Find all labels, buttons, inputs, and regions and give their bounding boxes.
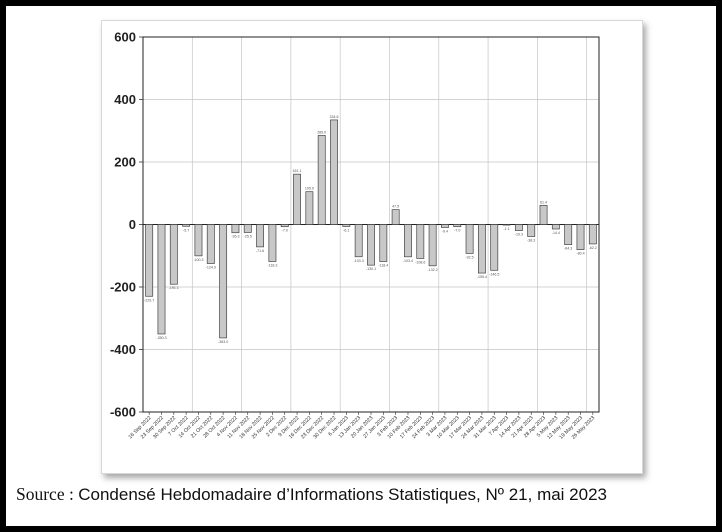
bar (441, 224, 449, 228)
bar (169, 224, 178, 285)
bar (379, 224, 388, 262)
y-tick-label: -200 (110, 280, 136, 295)
y-tick-label: -600 (110, 405, 136, 420)
bar (219, 224, 228, 339)
data-label: 61.4 (540, 200, 547, 204)
plot-border (142, 36, 600, 413)
bar (206, 224, 215, 264)
bar (416, 224, 425, 259)
y-tick-label: 400 (114, 92, 136, 107)
figure-frame: 600 400 200 0 -200 -400 -600 -229.7 16 Sep 2022-… (6, 6, 716, 526)
data-label: -100.3 (193, 258, 203, 262)
data-label: -7.0 (454, 229, 460, 233)
bar (477, 224, 486, 274)
data-label: -92.5 (465, 255, 473, 259)
bar (539, 204, 548, 225)
data-label: 47.5 (392, 205, 399, 209)
data-label: -5.7 (183, 228, 189, 232)
bar (243, 224, 252, 233)
bar (404, 224, 412, 258)
data-label: -103.3 (354, 259, 364, 263)
bar (490, 224, 499, 271)
data-label: -1.1 (503, 227, 509, 231)
bar (576, 224, 585, 250)
data-label: -62.2 (589, 246, 597, 250)
bar (268, 224, 277, 262)
y-tick-label: -400 (110, 342, 136, 357)
data-label: -229.7 (144, 298, 154, 302)
data-label: -118.3 (267, 263, 277, 267)
y-tick-label: 200 (114, 155, 136, 170)
bar (317, 135, 326, 225)
data-label: -191.1 (169, 286, 179, 290)
bar (502, 224, 511, 226)
data-label: -25.5 (244, 234, 252, 238)
data-label: -155.4 (477, 275, 487, 279)
data-label: -80.4 (576, 252, 584, 256)
source-caption: Source : Condensé Hebdomadaire d’Informa… (16, 484, 716, 505)
data-label: -350.3 (156, 336, 166, 340)
data-label: -64.3 (564, 247, 572, 251)
bar (145, 224, 154, 297)
data-label: -9.4 (442, 229, 448, 233)
data-label: -146.5 (489, 272, 499, 276)
bar (182, 224, 191, 227)
bar (354, 224, 363, 258)
data-label: -363.0 (218, 340, 228, 344)
bar (231, 224, 240, 234)
bar (330, 119, 338, 225)
data-label: -38.3 (527, 238, 535, 242)
bar (157, 224, 166, 335)
data-label: -108.6 (415, 260, 425, 264)
data-label: -130.1 (366, 267, 376, 271)
y-tick-label: 0 (129, 217, 136, 232)
data-label: -26.3 (231, 235, 239, 239)
source-text: Condensé Hebdomadaire d’Informations Sta… (78, 485, 608, 504)
data-label: -118.4 (378, 264, 388, 268)
source-prefix: Source : (16, 484, 79, 504)
bar (564, 224, 573, 245)
data-label: -132.2 (428, 268, 438, 272)
data-label: 161.1 (293, 169, 302, 173)
data-label: -71.6 (256, 249, 264, 253)
bar (293, 173, 301, 225)
bar (367, 224, 375, 266)
bar (280, 224, 289, 228)
bar (465, 224, 474, 254)
bar (588, 224, 597, 245)
data-label: -19.3 (515, 233, 523, 237)
bar (428, 224, 437, 267)
bar (305, 191, 314, 225)
data-label: 285.0 (317, 130, 326, 134)
data-label: 105.0 (305, 187, 314, 191)
bar (342, 224, 351, 227)
bar (256, 224, 265, 248)
data-label: -7.0 (282, 229, 288, 233)
bar (514, 224, 523, 231)
data-label: 334.6 (330, 115, 339, 119)
data-label: -6.1 (343, 228, 349, 232)
bar (527, 224, 536, 237)
bar (453, 224, 462, 228)
data-label: -14.4 (552, 231, 560, 235)
bar (391, 209, 400, 225)
data-label: -124.9 (206, 266, 216, 270)
bar (551, 224, 560, 230)
bar (194, 224, 203, 257)
data-label: -103.4 (403, 259, 413, 263)
y-tick-label: 600 (114, 30, 136, 45)
